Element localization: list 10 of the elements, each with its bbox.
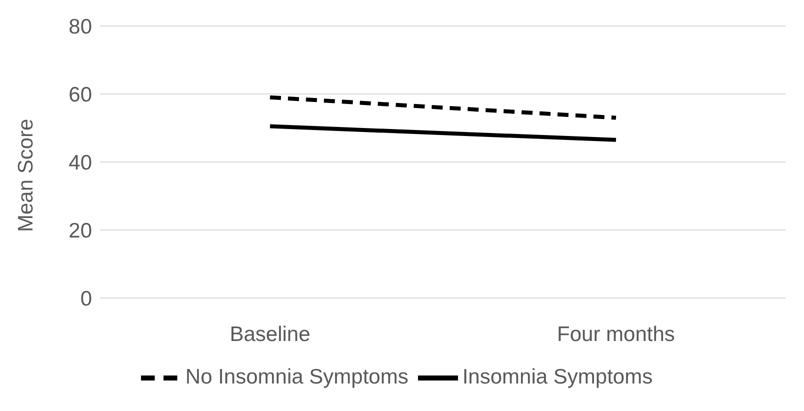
- y-axis-title: Mean Score: [14, 118, 38, 232]
- y-tick-label: 40: [68, 151, 92, 174]
- y-tick-label: 60: [68, 83, 92, 106]
- legend-label: No Insomnia Symptoms: [185, 366, 408, 389]
- y-tick-label: 0: [80, 287, 92, 310]
- x-tick-label: Four months: [557, 322, 675, 346]
- x-tick-label: Baseline: [230, 322, 310, 346]
- y-tick-label: 20: [68, 219, 92, 242]
- legend-label: Insomnia Symptoms: [462, 366, 653, 389]
- y-tick-label: 80: [68, 15, 92, 38]
